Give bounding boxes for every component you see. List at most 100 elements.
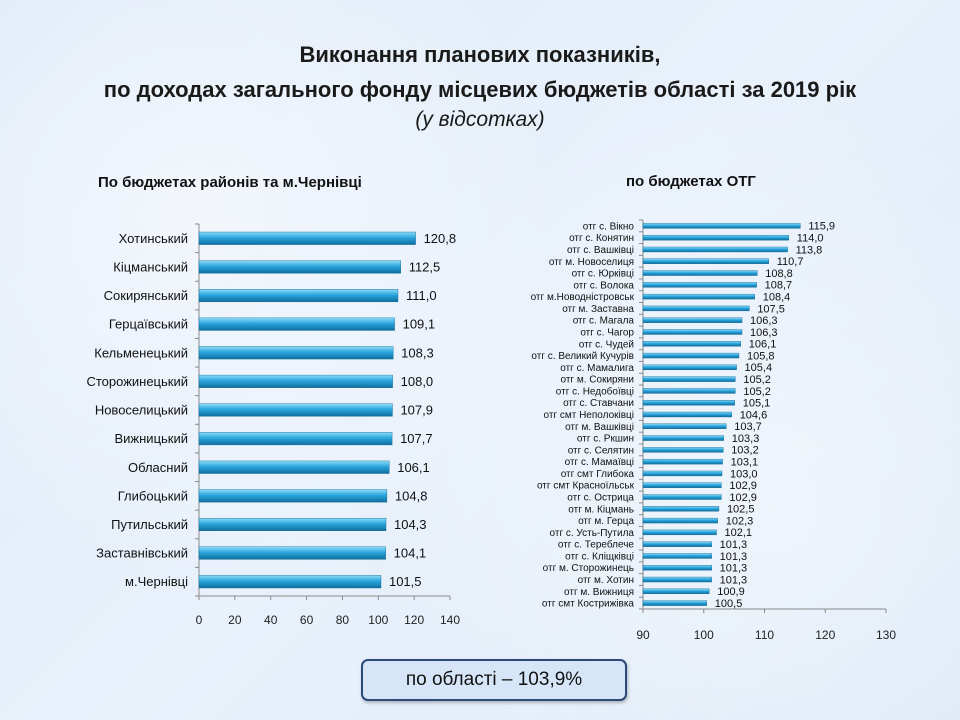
data-label: 120,8 bbox=[424, 231, 457, 246]
data-label: 102,9 bbox=[729, 480, 757, 492]
bar bbox=[642, 435, 724, 441]
category-label: Кіцманський bbox=[113, 259, 188, 274]
category-label: отг м. Вашківці bbox=[565, 422, 634, 433]
bar bbox=[642, 494, 722, 500]
bar bbox=[198, 432, 393, 446]
right-bar-chart: 90 100 110 120 130 отг с. Вікно 115,9 отг с. Ко… bbox=[531, 219, 896, 642]
bar bbox=[642, 506, 720, 512]
category-label: Сторожинецький bbox=[86, 374, 188, 389]
data-label: 102,3 bbox=[726, 515, 754, 527]
data-label: 105,2 bbox=[743, 386, 771, 398]
x-tick-label: 140 bbox=[440, 613, 460, 627]
bar bbox=[642, 235, 790, 241]
x-tick-label: 90 bbox=[636, 628, 650, 642]
data-label: 105,8 bbox=[747, 350, 775, 362]
category-label: отг м. Кіцмань bbox=[568, 504, 634, 515]
page-title-line-1: Виконання планових показників, bbox=[299, 42, 661, 67]
category-label: отг м.Новодністровськ bbox=[531, 292, 635, 303]
data-label: 100,9 bbox=[717, 586, 745, 598]
data-label: 107,7 bbox=[400, 431, 433, 446]
data-label: 105,2 bbox=[743, 374, 771, 386]
category-label: отг с. Магала bbox=[573, 316, 635, 327]
data-label: 101,3 bbox=[720, 563, 748, 575]
category-label: Сокирянський bbox=[104, 288, 188, 303]
bar bbox=[642, 411, 732, 418]
bar bbox=[198, 374, 393, 388]
category-label: отг с. Чудей bbox=[579, 339, 634, 350]
data-label: 101,3 bbox=[720, 551, 748, 563]
data-label: 114,0 bbox=[797, 233, 824, 245]
data-label: 115,9 bbox=[808, 221, 835, 233]
bar bbox=[642, 423, 727, 429]
data-label: 113,8 bbox=[796, 244, 823, 256]
bar bbox=[198, 317, 395, 331]
data-label: 106,3 bbox=[750, 327, 778, 339]
data-label: 109,1 bbox=[403, 317, 436, 332]
bar bbox=[198, 460, 390, 474]
bar bbox=[642, 341, 742, 347]
bar bbox=[642, 553, 712, 559]
bar bbox=[642, 376, 736, 382]
bar bbox=[642, 400, 735, 406]
data-label: 106,1 bbox=[397, 460, 430, 475]
data-label: 102,5 bbox=[727, 504, 755, 516]
bar bbox=[642, 458, 723, 465]
bar bbox=[198, 231, 416, 245]
bar bbox=[642, 588, 710, 594]
category-label: отг м. Вижниця bbox=[564, 587, 634, 598]
data-label: 103,1 bbox=[731, 457, 759, 469]
category-label: отг смт Глибока bbox=[561, 468, 635, 480]
left-chart-title: По бюджетах районів та м.Чернівці bbox=[98, 174, 362, 191]
data-label: 107,5 bbox=[757, 303, 785, 315]
data-label: 110,7 bbox=[777, 256, 804, 268]
category-label: Герцаївський bbox=[109, 317, 188, 332]
bar bbox=[642, 282, 757, 288]
category-label: отг смт Красноїльськ bbox=[537, 481, 635, 492]
category-label: отг с. Вікно bbox=[583, 221, 635, 232]
data-label: 104,8 bbox=[395, 488, 428, 503]
bar bbox=[642, 364, 737, 371]
category-label: отг с. Мамаївці bbox=[565, 457, 634, 468]
category-label: Обласний bbox=[128, 460, 188, 475]
category-label: Новоселицький bbox=[95, 403, 188, 418]
bar bbox=[642, 352, 740, 359]
data-label: 108,8 bbox=[765, 268, 793, 280]
category-label: отг м. Сторожинець bbox=[543, 563, 634, 574]
data-label: 106,3 bbox=[750, 315, 778, 327]
data-label: 105,1 bbox=[743, 398, 771, 410]
bar bbox=[642, 482, 722, 488]
category-label: отг м. Заставна bbox=[562, 304, 634, 315]
category-label: Заставнівський bbox=[96, 546, 188, 561]
bar bbox=[642, 565, 712, 571]
category-label: отг с. Великий Кучурів bbox=[531, 351, 634, 362]
data-label: 103,0 bbox=[730, 468, 758, 480]
data-label: 111,0 bbox=[406, 288, 437, 303]
x-tick-label: 40 bbox=[264, 613, 278, 627]
data-label: 108,0 bbox=[401, 374, 434, 389]
category-label: отг смт Кострижівка bbox=[542, 599, 635, 610]
data-label: 103,3 bbox=[732, 433, 760, 445]
data-label: 100,5 bbox=[715, 598, 743, 610]
bar bbox=[642, 246, 788, 253]
category-label: Глибоцький bbox=[118, 488, 188, 503]
bar bbox=[642, 576, 712, 583]
category-label: Кельменецький bbox=[94, 345, 188, 360]
x-tick-label: 130 bbox=[876, 628, 896, 642]
bar bbox=[642, 258, 769, 264]
category-label: Путильський bbox=[111, 517, 188, 532]
category-label: отг с. Волока bbox=[573, 280, 634, 291]
page-title-line-2: по доходах загального фонду місцевих бюд… bbox=[103, 77, 857, 102]
data-label: 102,1 bbox=[725, 527, 753, 539]
data-label: 108,4 bbox=[763, 291, 791, 303]
bar bbox=[642, 388, 736, 394]
data-label: 107,9 bbox=[400, 403, 433, 418]
category-label: отг с. Недобоївці bbox=[556, 385, 634, 397]
x-tick-label: 0 bbox=[196, 613, 203, 627]
category-label: отг м. Герца bbox=[578, 516, 634, 527]
category-label: отг с. Конятин bbox=[569, 233, 634, 244]
category-label: отг с. Ставчани bbox=[563, 398, 634, 409]
data-label: 112,5 bbox=[409, 259, 441, 274]
bar bbox=[642, 317, 743, 323]
bar bbox=[198, 403, 393, 417]
bar bbox=[642, 447, 724, 453]
